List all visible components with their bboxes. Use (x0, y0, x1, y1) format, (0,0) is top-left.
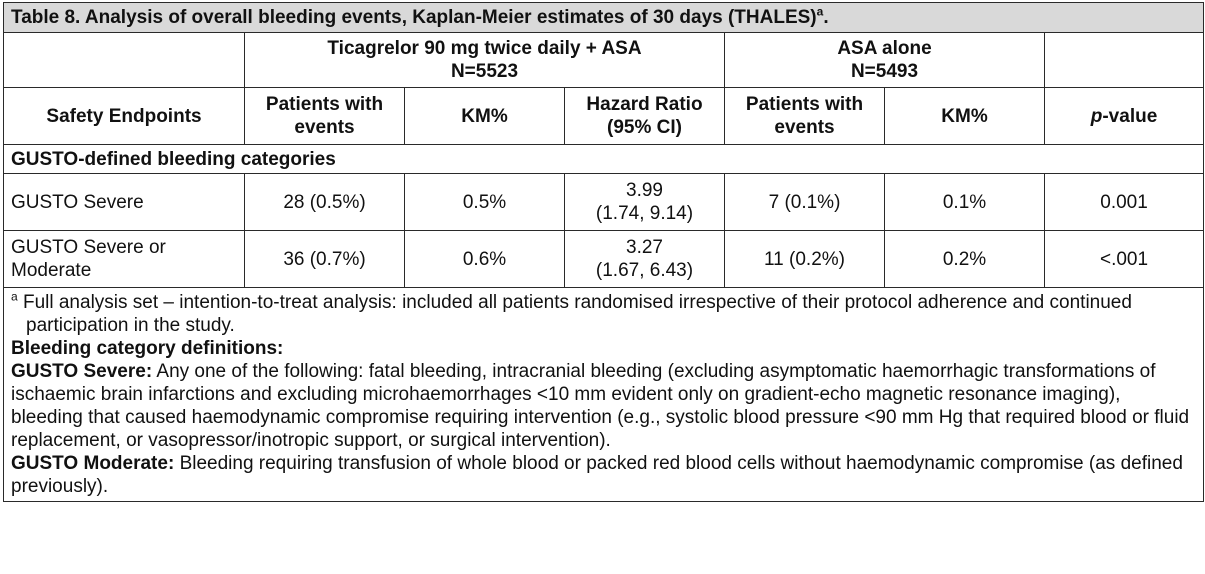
hr-ci: (1.67, 6.43) (595, 260, 694, 281)
cell-patients-ticagrelor: 36 (0.7%) (244, 230, 405, 288)
cell-km-ticagrelor: 0.6% (404, 230, 565, 288)
group-ticagrelor-name: Ticagrelor 90 mg twice daily + ASA (327, 38, 642, 59)
endpoint-line: Moderate (11, 260, 92, 281)
category-label: GUSTO-defined bleeding categories (2, 144, 1205, 174)
group-header-empty (3, 32, 245, 88)
header-hazard-ratio: Hazard Ratio (95% CI) (564, 87, 725, 145)
severe-label: GUSTO Severe: (11, 361, 153, 382)
moderate-label: GUSTO Moderate: (11, 453, 175, 474)
group-ticagrelor-n: N=5523 (450, 61, 519, 82)
column-header-row: Safety Endpoints Patients with events KM… (3, 87, 1205, 145)
definition-moderate: GUSTO Moderate: Bleeding requiring trans… (11, 452, 1196, 498)
cell-p-value: <.001 (1043, 230, 1205, 288)
group-header-row: Ticagrelor 90 mg twice daily + ASA N=552… (3, 32, 1205, 88)
cell-p-value: 0.001 (1043, 173, 1205, 231)
group-asa-name: ASA alone (837, 38, 932, 59)
cell-hazard-ratio: 3.99 (1.74, 9.14) (564, 173, 725, 231)
header-line: events (774, 117, 835, 138)
category-row: GUSTO-defined bleeding categories (2, 144, 1205, 174)
group-asa: ASA alone N=5493 (724, 32, 1045, 88)
footnote-row: a Full analysis set – intention-to-treat… (2, 287, 1205, 502)
hr-ci: (1.74, 9.14) (595, 203, 694, 224)
group-asa-n: N=5493 (850, 61, 919, 82)
cell-km-asa: 0.2% (884, 230, 1045, 288)
table-row: GUSTO Severe 28 (0.5%) 0.5% 3.99 (1.74, … (3, 173, 1205, 231)
moderate-text: Bleeding requiring transfusion of whole … (11, 453, 1183, 497)
cell-patients-asa: 11 (0.2%) (724, 230, 885, 288)
footnotes: a Full analysis set – intention-to-treat… (2, 287, 1205, 502)
endpoint-line: GUSTO Severe or (11, 237, 166, 258)
header-km-asa: KM% (884, 87, 1045, 145)
header-line: events (294, 117, 355, 138)
cell-km-ticagrelor: 0.5% (404, 173, 565, 231)
footnote-a: a Full analysis set – intention-to-treat… (11, 291, 1196, 337)
footnote-text: Full analysis set – intention-to-treat a… (22, 292, 1132, 336)
definitions-heading: Bleeding category definitions: (11, 338, 284, 359)
header-safety-endpoints: Safety Endpoints (3, 87, 245, 145)
title-row: Table 8. Analysis of overall bleeding ev… (2, 2, 1205, 33)
row-endpoint: GUSTO Severe or Moderate (3, 230, 245, 288)
p-italic: p (1090, 105, 1103, 127)
header-patients-ticagrelor: Patients with events (244, 87, 405, 145)
header-p-value: p-value (1043, 87, 1205, 145)
cell-patients-ticagrelor: 28 (0.5%) (244, 173, 405, 231)
header-line: Patients with (745, 94, 864, 115)
table-title-text: Table 8. Analysis of overall bleeding ev… (11, 7, 817, 28)
group-header-empty-right (1043, 32, 1205, 88)
table-title: Table 8. Analysis of overall bleeding ev… (2, 2, 1205, 33)
header-patients-asa: Patients with events (724, 87, 885, 145)
header-km-ticagrelor: KM% (404, 87, 565, 145)
header-line: Hazard Ratio (586, 94, 703, 115)
table-row: GUSTO Severe or Moderate 36 (0.7%) 0.6% … (3, 230, 1205, 288)
bleeding-events-table: Table 8. Analysis of overall bleeding ev… (2, 2, 1205, 502)
header-line: Patients with (265, 94, 384, 115)
cell-km-asa: 0.1% (884, 173, 1045, 231)
header-line: (95% CI) (607, 117, 682, 138)
title-end: . (823, 7, 829, 28)
row-endpoint: GUSTO Severe (3, 173, 245, 231)
definition-severe: GUSTO Severe: Any one of the following: … (11, 360, 1196, 452)
cell-patients-asa: 7 (0.1%) (724, 173, 885, 231)
title-footnote-marker: a (816, 4, 824, 19)
footnote-marker: a (11, 289, 18, 304)
severe-text: Any one of the following: fatal bleeding… (11, 361, 1190, 451)
hr-value: 3.27 (626, 237, 663, 258)
cell-hazard-ratio: 3.27 (1.67, 6.43) (564, 230, 725, 288)
hr-value: 3.99 (626, 180, 663, 201)
p-rest: -value (1102, 105, 1158, 127)
group-ticagrelor: Ticagrelor 90 mg twice daily + ASA N=552… (244, 32, 725, 88)
endpoint-line: GUSTO Severe (11, 191, 144, 213)
